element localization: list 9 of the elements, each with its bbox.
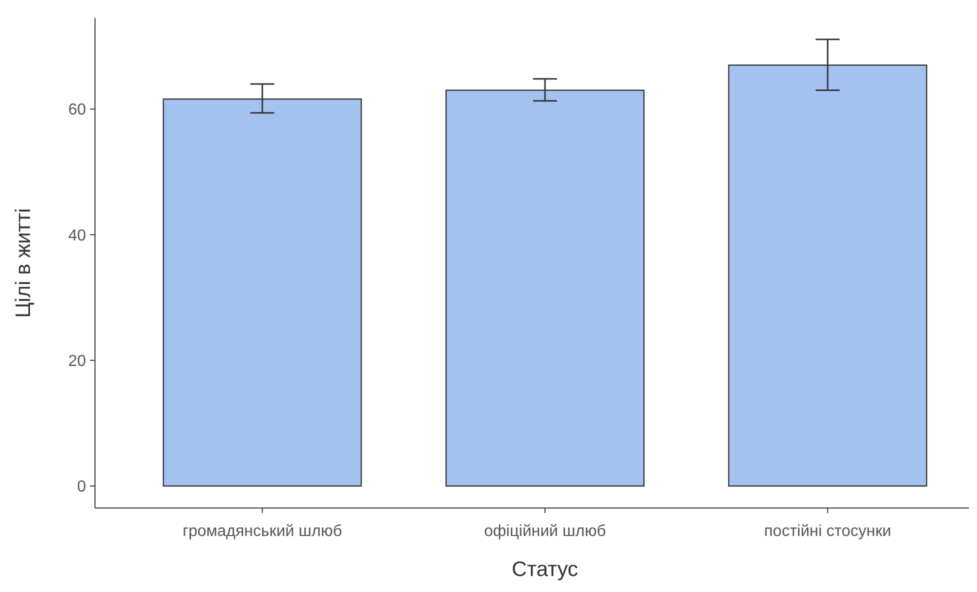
y-tick-label: 60 — [68, 102, 86, 119]
x-axis-title: Статус — [512, 558, 578, 581]
y-tick-label: 40 — [68, 227, 86, 244]
x-tick-label: офіційний шлюб — [484, 523, 606, 540]
y-tick-label: 20 — [68, 352, 86, 370]
y-tick-label: 0 — [77, 478, 86, 496]
x-tick-label: постійні стосунки — [764, 523, 892, 540]
y-axis-title: Цілі в житті — [12, 208, 35, 318]
x-tick-label: громадянський шлюб — [182, 523, 342, 540]
